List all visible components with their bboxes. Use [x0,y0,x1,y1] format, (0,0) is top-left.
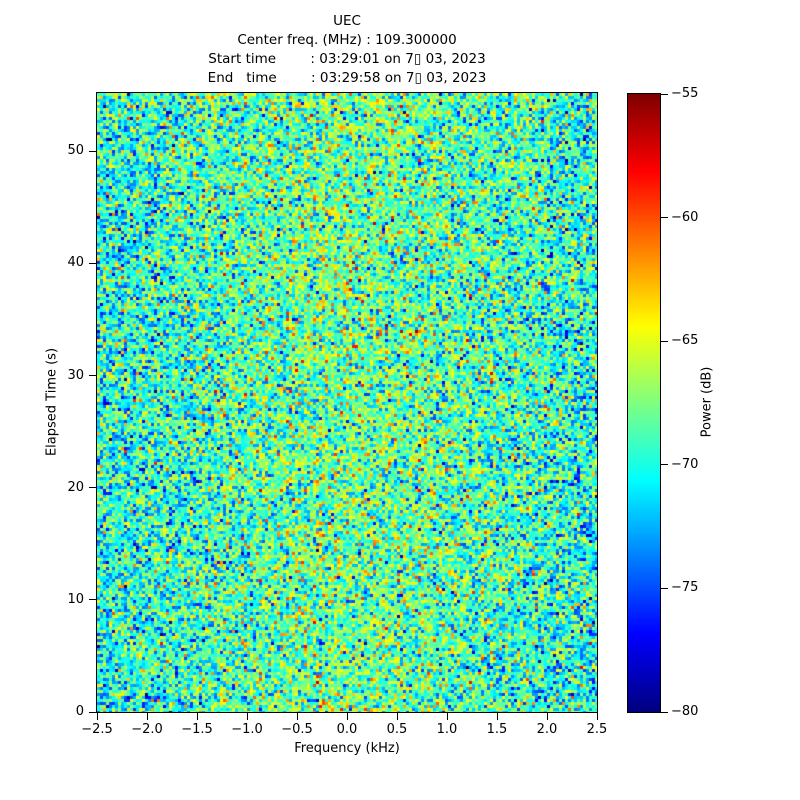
y-axis-label: Elapsed Time (s) [44,347,60,457]
y-tick-label: 40 [67,255,84,271]
spectrogram-canvas [97,93,597,712]
colorbar-tick [661,711,668,713]
y-tick [89,375,96,377]
x-tick-label: 1.5 [486,722,508,737]
colorbar-tick-label: −75 [671,580,699,596]
colorbar-tick [661,217,668,219]
x-tick [96,713,98,720]
x-tick-label: 2.5 [586,722,608,737]
colorbar-tick [661,93,668,95]
x-tick-label: 2.0 [536,722,558,737]
x-tick [596,713,598,720]
x-tick-label: −2.0 [131,722,163,737]
colorbar-tick [661,464,668,466]
y-tick-label: 30 [67,367,84,383]
colorbar-tick [661,340,668,342]
x-tick-label: 0.5 [386,722,408,737]
x-tick [546,713,548,720]
x-tick-label: 1.0 [436,722,458,737]
figure-title: UEC [333,13,361,29]
x-tick [346,713,348,720]
x-axis-label: Frequency (kHz) [294,741,400,756]
y-tick [89,150,96,152]
y-tick [89,599,96,601]
x-tick [296,713,298,720]
y-tick-label: 50 [67,143,84,159]
colorbar-tick [661,587,668,589]
spectrogram-plot-area [96,92,598,713]
end-time-line: End time : 03:29:58 on 7▯ 03, 2023 [207,70,487,86]
start-time-line: Start time : 03:29:01 on 7▯ 03, 2023 [208,51,486,67]
y-tick-label: 20 [67,479,84,495]
y-tick [89,711,96,713]
colorbar-tick-label: −65 [671,333,699,349]
colorbar-tick-label: −80 [671,704,699,719]
y-tick-label: 10 [67,591,84,607]
x-tick-label: 0.0 [336,722,358,737]
x-tick [196,713,198,720]
x-tick-label: −2.5 [81,722,113,737]
colorbar-tick-label: −60 [671,209,699,225]
y-tick [89,262,96,264]
x-tick-label: −1.5 [181,722,213,737]
colorbar-tick-label: −70 [671,456,699,472]
x-tick [396,713,398,720]
x-tick [146,713,148,720]
colorbar-label: Power (dB) [699,366,715,438]
colorbar-tick-label: −55 [671,86,699,101]
x-tick [496,713,498,720]
x-tick-label: −0.5 [281,722,313,737]
x-tick-label: −1.0 [231,722,263,737]
figure-title-block: UEC Center freq. (MHz) : 109.300000 Star… [97,12,597,88]
center-frequency-line: Center freq. (MHz) : 109.300000 [237,32,457,48]
colorbar-canvas [628,94,660,712]
x-tick [446,713,448,720]
y-tick-label: 0 [75,704,84,719]
x-tick [246,713,248,720]
y-tick [89,487,96,489]
colorbar [627,93,661,713]
